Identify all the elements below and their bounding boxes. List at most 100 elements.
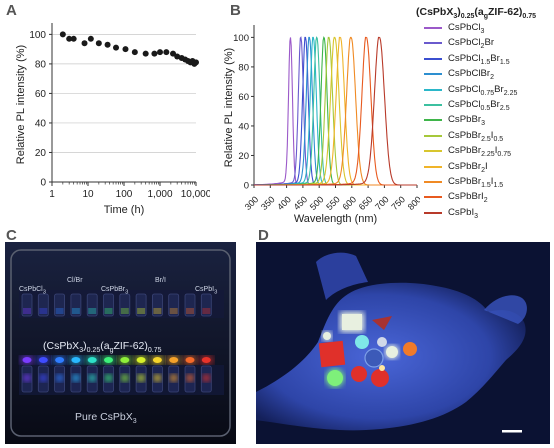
chart-b-legend: (CsPbX3)0.25(agZIF-62)0.75 CsPbCl3 CsPbCl… xyxy=(416,6,554,220)
photo-c-middle-label: (CsPbX3)0.25(agZIF-62)0.75 xyxy=(43,340,162,355)
y-tick-label-a: 60 xyxy=(35,89,47,100)
legend-entry: CsPbBr2.5I0.5 xyxy=(420,128,554,143)
photo-c-vials-bottom xyxy=(21,365,212,393)
data-point-a xyxy=(95,40,102,47)
legend-swatch xyxy=(424,57,442,60)
small-white-dot xyxy=(323,332,331,340)
vial-bottom-glow xyxy=(55,374,64,382)
x-tick-label-a: 10,000 xyxy=(181,189,210,200)
legend-entry: CsPbCl0.5Br2.5 xyxy=(420,97,554,112)
glow-sample xyxy=(22,357,32,363)
x-tick-label-a: 100 xyxy=(116,189,133,200)
y-tick-label-a: 100 xyxy=(29,30,46,41)
series-line-CsPbI3 xyxy=(254,36,417,186)
data-point-a xyxy=(59,31,66,38)
legend-swatch xyxy=(424,150,442,153)
data-point-a xyxy=(81,40,88,47)
x-tick-label-b: 750 xyxy=(389,194,407,212)
legend-label: CsPbCl0.5Br2.5 xyxy=(448,99,510,112)
x-tick-label-b: 700 xyxy=(373,194,391,212)
x-tick-label-a: 10 xyxy=(82,189,94,200)
photo-c-label-bri: Br/I xyxy=(155,277,166,284)
legend-entry: CsPbI3 xyxy=(420,205,554,220)
glow-sample xyxy=(201,357,211,363)
photo-c-label-br3: CsPbBr3 xyxy=(101,286,129,296)
x-tick-label-b: 350 xyxy=(259,194,277,212)
legend-label: CsPbClBr2 xyxy=(448,68,495,82)
vial-top-fill xyxy=(137,308,146,314)
legend-swatch xyxy=(424,119,442,122)
data-point-a xyxy=(113,44,120,51)
glow-sample xyxy=(55,357,65,363)
vial-top-fill xyxy=(104,308,113,314)
legend-label: CsPbCl0.75Br2.25 xyxy=(448,83,518,97)
legend-swatch xyxy=(424,181,442,183)
vial-top xyxy=(184,293,196,317)
photo-c-bottom-label: Pure CsPbX3 xyxy=(75,411,137,426)
vial-top xyxy=(119,293,131,317)
x-tick-label-b: 650 xyxy=(357,194,375,212)
legend-title: (CsPbX3)0.25(agZIF-62)0.75 xyxy=(416,6,537,21)
panel-label-d: D xyxy=(258,227,269,244)
red-triangle xyxy=(372,316,392,330)
legend-label: CsPbBr1.5I1.5 xyxy=(448,176,504,189)
legend-swatch xyxy=(424,211,442,214)
legend-entry: CsPbCl2Br xyxy=(420,35,554,50)
legend-swatch xyxy=(424,104,442,107)
vial-top xyxy=(103,293,114,317)
data-point-a xyxy=(87,35,94,42)
legend-entry: CsPbCl3 xyxy=(420,20,554,35)
data-point-a xyxy=(70,35,77,42)
vial-top-fill xyxy=(120,308,129,314)
x-tick-label-b: 500 xyxy=(308,194,326,212)
legend-label: CsPbCl1.5Br1.5 xyxy=(448,52,510,66)
glow-sample xyxy=(104,357,113,363)
legend-entry: CsPbBr2I xyxy=(420,159,554,174)
photo-d xyxy=(256,242,550,444)
y-tick-label-b: 60 xyxy=(238,92,249,103)
vial-top xyxy=(86,293,98,317)
data-point-a xyxy=(157,49,163,56)
y-tick-label-a: 0 xyxy=(40,178,46,189)
red-square xyxy=(318,340,346,368)
y-tick-label-b: 0 xyxy=(244,181,249,192)
y-axis-label-a: Relative PL intensity (%) xyxy=(15,45,27,164)
white-square xyxy=(342,314,362,330)
legend-label: CsPbCl2Br xyxy=(448,37,495,51)
vial-top xyxy=(21,293,33,317)
legend-swatch xyxy=(424,42,442,45)
vial-bottom-glow xyxy=(39,374,48,382)
legend-label: CsPbBr3 xyxy=(448,114,485,128)
vial-bottom-glow xyxy=(23,374,31,382)
chart-b: 0 20 40 60 80 100 3003504004505005506006507007… xyxy=(223,25,420,225)
y-axis-label-b: Relative PL intensity (%) xyxy=(223,48,235,167)
vial-top-fill xyxy=(186,308,194,314)
vial-top-fill xyxy=(39,308,48,314)
photo-c-label-i3: CsPbI3 xyxy=(195,286,218,296)
legend-label: CsPbCl3 xyxy=(448,22,485,35)
orange-disc xyxy=(403,342,417,356)
x-tick-label-b: 600 xyxy=(340,194,358,212)
photo-d-scene xyxy=(256,242,550,444)
glow-sample xyxy=(120,357,130,363)
legend-swatch xyxy=(424,73,442,76)
photo-c: CsPbCl3 Cl/Br CsPbBr3 Br/I CsPbI3 (CsPbX… xyxy=(5,242,236,444)
vial-top-fill xyxy=(71,308,80,314)
glow-sample xyxy=(38,357,48,363)
legend-swatch xyxy=(424,88,442,91)
blue-disc xyxy=(364,348,384,368)
photo-c-label-clbr: Cl/Br xyxy=(67,277,83,284)
legend-label: CsPbBr2.25I0.75 xyxy=(448,145,511,159)
green-disc xyxy=(327,370,343,386)
data-point-a xyxy=(131,49,138,56)
photo-c-vials-top xyxy=(21,293,212,317)
y-tick-label-b: 20 xyxy=(238,151,249,162)
y-tick-label-b: 100 xyxy=(233,33,249,44)
y-tick-label-b: 40 xyxy=(238,121,249,132)
vial-top-fill xyxy=(202,308,211,314)
glow-sample xyxy=(71,357,81,363)
data-point-a xyxy=(163,49,170,56)
legend-swatch xyxy=(424,27,442,30)
x-tick-label-b: 400 xyxy=(275,194,293,212)
legend-entry: CsPbClBr2 xyxy=(420,66,554,81)
